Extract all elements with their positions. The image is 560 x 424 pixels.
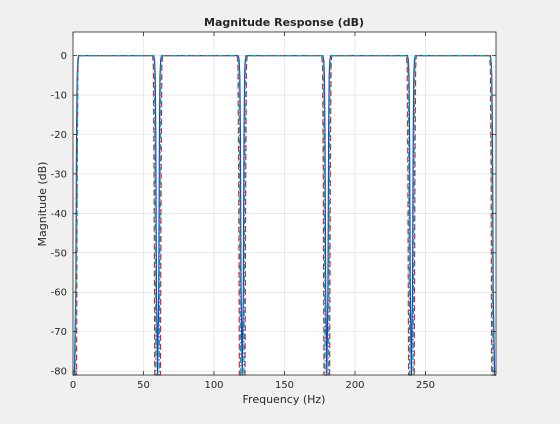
y-tick-label: -10 bbox=[51, 91, 67, 102]
series-layer bbox=[73, 55, 496, 376]
tick-layer: 0 50 100 150 200 250 0 -10 -20 -30 -40 -50 -60 -70 -80 bbox=[51, 32, 496, 391]
x-tick-label: 50 bbox=[137, 380, 150, 391]
y-tick-label: -80 bbox=[51, 367, 67, 378]
x-tick-label: 250 bbox=[416, 380, 435, 391]
y-axis-label: Magnitude (dB) bbox=[36, 162, 49, 247]
chart-title: Magnitude Response (dB) bbox=[204, 16, 364, 29]
x-tick-label: 200 bbox=[345, 380, 364, 391]
x-tick-label: 100 bbox=[204, 380, 223, 391]
y-tick-label: 0 bbox=[61, 51, 67, 62]
series-line-3 bbox=[73, 55, 496, 376]
y-tick-label: -70 bbox=[51, 327, 67, 338]
y-tick-label: -40 bbox=[51, 209, 67, 220]
x-axis-label: Frequency (Hz) bbox=[243, 393, 326, 406]
y-tick-label: -20 bbox=[51, 130, 67, 141]
y-tick-label: -30 bbox=[51, 169, 67, 180]
x-tick-label: 150 bbox=[275, 380, 294, 391]
series-line-1 bbox=[73, 55, 496, 376]
y-tick-label: -60 bbox=[51, 288, 67, 299]
y-tick-label: -50 bbox=[51, 248, 67, 259]
x-tick-label: 0 bbox=[70, 380, 76, 391]
